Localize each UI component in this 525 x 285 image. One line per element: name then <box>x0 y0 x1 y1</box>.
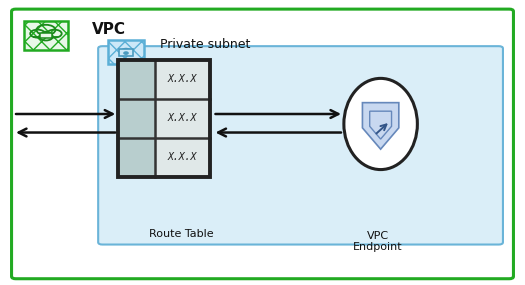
Bar <box>118 60 210 177</box>
FancyBboxPatch shape <box>24 21 68 50</box>
FancyBboxPatch shape <box>98 46 503 245</box>
Text: X.X.X: X.X.X <box>168 113 197 123</box>
PathPatch shape <box>362 103 399 149</box>
Bar <box>119 49 133 56</box>
Ellipse shape <box>344 78 417 170</box>
FancyBboxPatch shape <box>12 9 513 279</box>
Text: Route Table: Route Table <box>149 229 214 239</box>
Bar <box>118 99 155 138</box>
Text: X.X.X: X.X.X <box>168 74 197 84</box>
Bar <box>40 33 51 38</box>
Text: VPC
Endpoint: VPC Endpoint <box>353 231 403 253</box>
Circle shape <box>124 52 128 54</box>
Text: VPC: VPC <box>92 23 126 37</box>
FancyBboxPatch shape <box>108 40 144 64</box>
Bar <box>118 60 155 99</box>
Text: Private subnet: Private subnet <box>160 38 250 51</box>
Bar <box>118 60 210 177</box>
Text: X.X.X: X.X.X <box>168 152 197 162</box>
Bar <box>118 138 155 177</box>
